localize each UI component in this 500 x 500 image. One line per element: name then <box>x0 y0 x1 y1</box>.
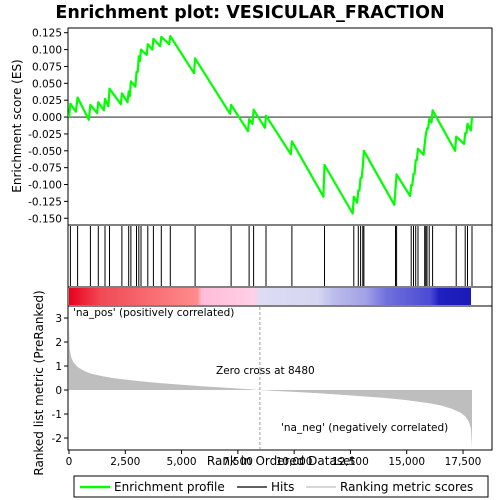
positive-correlation-label: 'na_pos' (positively correlated) <box>73 307 234 319</box>
legend: Enrichment profile Hits Ranking metric s… <box>73 475 489 498</box>
es-y-tick-label: 0.100 <box>32 45 62 57</box>
metric-frame <box>67 305 493 451</box>
es-y-tick-label: 0.075 <box>32 61 62 73</box>
x-tick-label: 15,000 <box>388 456 425 468</box>
es-y-axis-label: Enrichment score (ES) <box>10 59 24 192</box>
legend-label-hits: Hits <box>271 480 294 494</box>
metric-y-axis: 3 2 1 0 -1 -2 <box>52 313 68 445</box>
x-tick-label: 5,000 <box>167 456 197 468</box>
x-tick-label: 7,500 <box>223 456 253 468</box>
es-y-tick-label: -0.125 <box>28 196 62 208</box>
legend-box <box>73 475 489 498</box>
es-y-tick-label: 0.125 <box>32 28 62 40</box>
zero-cross-label: Zero cross at 8480 <box>216 365 315 377</box>
es-y-tick-label: 0.000 <box>32 112 62 124</box>
es-y-tick-label: -0.075 <box>28 163 62 175</box>
x-tick-label: 2,500 <box>110 456 140 468</box>
hits-frame <box>67 224 493 288</box>
metric-y-tick-label: 0 <box>55 385 62 397</box>
ranking-metric-area <box>69 327 472 448</box>
ranked-metric-panel: 3 2 1 0 -1 -2 0 2,500 5,000 7,500 10,000 12,500 15,… <box>32 290 493 476</box>
metric-y-tick-label: -2 <box>52 433 62 445</box>
chart-title: Enrichment plot: VESICULAR_FRACTION <box>55 3 444 23</box>
metric-y-tick-label: -1 <box>52 409 62 421</box>
hit-markers <box>69 226 473 286</box>
metric-y-tick-label: 2 <box>55 337 62 349</box>
metric-y-axis-label: Ranked list metric (PreRanked) <box>32 290 46 475</box>
rank-gradient <box>69 288 471 305</box>
es-y-tick-label: -0.025 <box>28 129 62 141</box>
legend-label-enrichment: Enrichment profile <box>114 480 225 494</box>
es-y-tick-label: -0.150 <box>28 213 62 225</box>
x-axis: 0 2,500 5,000 7,500 10,000 12,500 15,000 17,500 <box>66 450 482 468</box>
enrichment-profile-line <box>67 34 474 215</box>
x-tick-label: 0 <box>66 456 73 468</box>
es-y-tick-label: -0.100 <box>28 180 62 192</box>
enrichment-score-panel: 0.125 0.100 0.075 0.050 0.025 0.000 -0.025 -0.0… <box>10 27 493 226</box>
x-tick-label: 10,000 <box>276 456 313 468</box>
es-y-tick-label: -0.050 <box>28 146 62 158</box>
rank-color-bar <box>67 286 493 307</box>
metric-y-tick-label: 1 <box>55 361 62 373</box>
es-y-axis: 0.125 0.100 0.075 0.050 0.025 0.000 -0.025 -0.0… <box>28 28 68 225</box>
negative-correlation-label: 'na_neg' (negatively correlated) <box>281 422 448 434</box>
x-tick-label: 17,500 <box>445 456 482 468</box>
x-tick-label: 12,500 <box>332 456 369 468</box>
metric-y-tick-label: 3 <box>55 313 62 325</box>
hits-panel <box>67 224 493 288</box>
es-y-tick-label: 0.050 <box>32 78 62 90</box>
x-axis-label: Rank in Ordered Dataset <box>207 454 355 468</box>
es-y-tick-label: 0.025 <box>32 95 62 107</box>
legend-label-metric: Ranking metric scores <box>340 480 473 494</box>
